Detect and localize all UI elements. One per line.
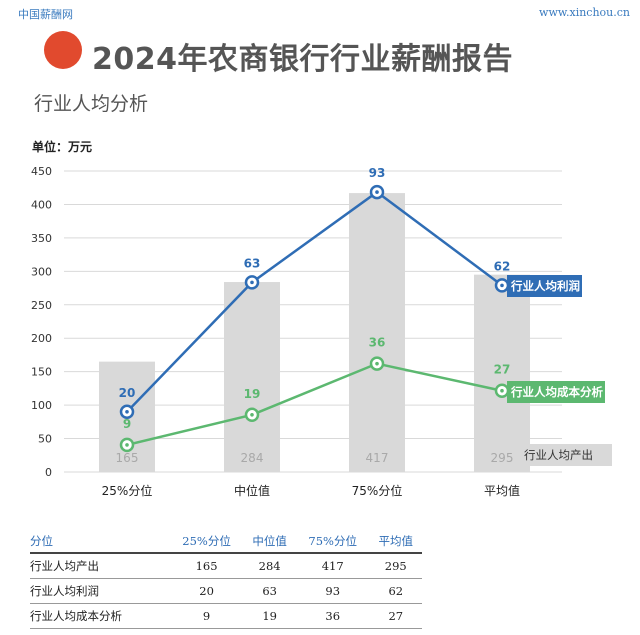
table-cell: 417	[295, 553, 370, 579]
table-cell: 63	[243, 578, 296, 604]
logo-dot-icon	[44, 31, 82, 69]
series-legend-label: 行业人均利润	[510, 279, 580, 293]
bar-value-label: 417	[366, 451, 389, 465]
y-tick-label: 300	[31, 265, 52, 278]
y-tick-label: 50	[38, 433, 52, 446]
table-header-row: 分位 25%分位 中位值 75%分位 平均值	[30, 530, 422, 554]
table-header-cell: 75%分位	[295, 530, 370, 554]
table-cell: 19	[243, 603, 296, 629]
bar-value-label: 165	[116, 451, 139, 465]
section-title: 行业人均分析	[34, 93, 149, 115]
x-tick-label: 25%分位	[102, 483, 153, 498]
y-tick-label: 450	[31, 165, 52, 178]
table-cell: 行业人均利润	[30, 578, 170, 604]
table-header-cell: 25%分位	[169, 530, 244, 554]
bar	[474, 274, 530, 472]
table-cell: 27	[369, 603, 422, 629]
line-point-center	[125, 443, 129, 447]
y-tick-label: 400	[31, 198, 52, 211]
chart-unit-label: 单位：万元	[32, 140, 93, 154]
point-value-label: 63	[244, 256, 261, 270]
line-point-center	[125, 410, 129, 414]
point-value-label: 20	[119, 386, 136, 400]
table-row: 行业人均产出 165 284 417 295	[30, 553, 422, 579]
table-cell: 62	[369, 578, 422, 604]
point-value-label: 19	[244, 387, 261, 401]
series-legend-box	[507, 381, 605, 403]
line-point-center	[375, 361, 379, 366]
table-row: 行业人均成本分析 9 19 36 27	[30, 603, 422, 629]
y-tick-label: 150	[31, 366, 52, 379]
table-cell: 284	[243, 553, 296, 579]
point-value-label: 9	[123, 417, 131, 431]
data-table: 分位 25%分位 中位值 75%分位 平均值 行业人均产出 165 284 41…	[30, 530, 422, 629]
y-tick-label: 250	[31, 299, 52, 312]
line-point-center	[250, 413, 254, 417]
line-point-center	[500, 388, 504, 393]
per-capita-chart: 0 50 100 150 200 250 300 350 400 450 165 284 417 295 2…	[31, 165, 612, 498]
line-point-center	[375, 190, 379, 194]
bar	[349, 193, 405, 472]
table-cell: 行业人均成本分析	[30, 603, 170, 629]
point-value-label: 93	[369, 166, 386, 180]
y-tick-label: 350	[31, 232, 52, 245]
series-legend-box	[507, 275, 582, 297]
table-row: 行业人均利润 20 63 93 62	[30, 578, 422, 604]
series-line	[126, 362, 503, 447]
series-legend-label: 行业人均产出	[524, 448, 593, 462]
bar	[224, 282, 280, 472]
point-value-label: 36	[369, 336, 386, 350]
table-header-cell: 分位	[30, 530, 170, 554]
site-url: www.xinchou.cn	[539, 6, 630, 19]
series-legend-label: 行业人均成本分析	[510, 385, 603, 399]
bar-value-label: 284	[241, 451, 264, 465]
y-tick-label: 200	[31, 332, 52, 345]
x-tick-label: 平均值	[484, 483, 520, 498]
x-tick-label: 75%分位	[352, 483, 403, 498]
table-cell: 36	[295, 603, 370, 629]
table-cell: 20	[169, 578, 244, 604]
report-title: 2024年农商银行行业薪酬报告	[92, 42, 513, 77]
y-tick-label: 100	[31, 399, 52, 412]
y-tick-label: 0	[45, 466, 52, 479]
series-legend-box	[520, 444, 612, 466]
x-tick-label: 中位值	[234, 483, 270, 498]
table-cell: 9	[169, 603, 244, 629]
point-value-label: 62	[494, 259, 511, 273]
line-point-center	[500, 283, 504, 288]
site-name: 中国薪酬网	[18, 8, 73, 21]
table-header-cell: 中位值	[243, 530, 296, 554]
bar-value-label: 295	[491, 451, 514, 465]
series-line	[126, 190, 503, 413]
table-cell: 295	[369, 553, 422, 579]
line-point-center	[250, 280, 254, 285]
table-cell: 93	[295, 578, 370, 604]
table-cell: 165	[169, 553, 244, 579]
point-value-label: 27	[494, 363, 511, 377]
table-cell: 行业人均产出	[30, 553, 170, 579]
table-header-cell: 平均值	[369, 530, 422, 554]
